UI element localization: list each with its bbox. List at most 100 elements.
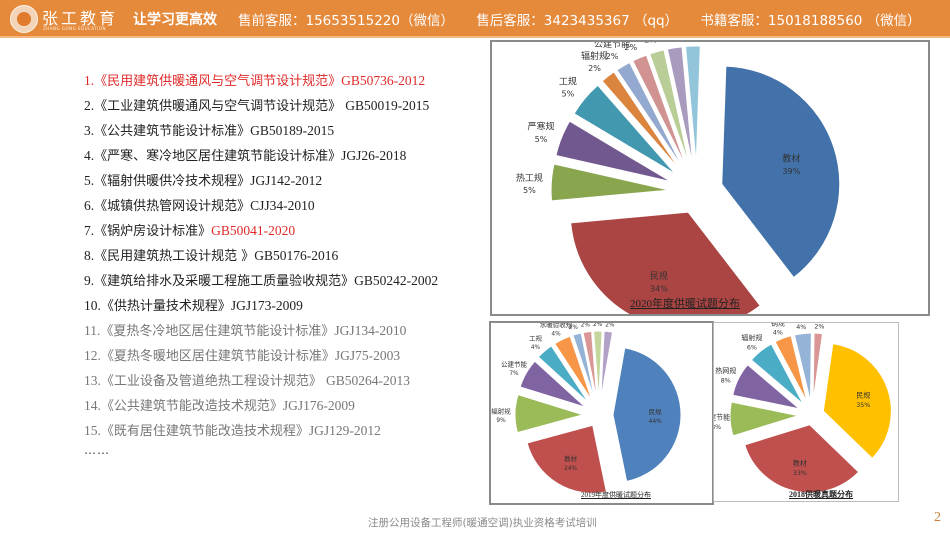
chart-title-2019: 2019年度供暖试题分布 bbox=[581, 491, 651, 499]
item-number: 8. bbox=[84, 248, 95, 263]
aftersale-contact: 售后客服：3423435367 （qq） bbox=[476, 13, 679, 29]
pie-slice bbox=[519, 360, 586, 408]
slice-percent: 2% bbox=[569, 325, 579, 331]
slice-percent: 8% bbox=[721, 377, 731, 384]
slice-label: 工规 bbox=[559, 76, 577, 87]
pie-slice bbox=[572, 332, 596, 400]
pie-slice bbox=[555, 120, 672, 183]
logo-emblem-icon bbox=[10, 5, 38, 33]
item-title: 《工业建筑供暖通风与空气调节设计规范》 bbox=[94, 99, 346, 114]
brand-logo[interactable]: 张工教育 ZHANG GONG EDUCATION bbox=[10, 5, 130, 33]
item-title: 《严寒、寒冷地区居住建筑节能设计标准》 bbox=[94, 149, 342, 164]
item-number: 2. bbox=[84, 98, 95, 113]
slice-percent: 2% bbox=[814, 324, 824, 331]
item-title: 《供热计量技术规程》 bbox=[100, 299, 231, 314]
pie-slice bbox=[750, 343, 804, 405]
item-code: JGJ26-2018 bbox=[341, 148, 407, 163]
slice-percent: 8% bbox=[714, 424, 721, 431]
pie-slice bbox=[822, 343, 892, 460]
slice-percent: 33% bbox=[793, 470, 807, 477]
item-code: JGJ176-2009 bbox=[282, 398, 355, 413]
item-code: GB50736-2012 bbox=[341, 73, 426, 88]
item-title: 《既有居住建筑节能改造技术规程》 bbox=[100, 424, 309, 439]
item-code: CJJ34-2010 bbox=[250, 198, 315, 213]
slice-label: 严寒规 bbox=[528, 121, 555, 133]
item-code: GB50242-2002 bbox=[354, 273, 439, 288]
pie-slice bbox=[729, 401, 799, 437]
standard-item: 6.《城镇供热管网设计规范》CJJ34-2010 bbox=[84, 197, 484, 222]
standards-list: 1.《民用建筑供暖通风与空气调节设计规范》GB50736-2012 2.《工业建筑… bbox=[84, 72, 484, 457]
pie-slice bbox=[600, 330, 614, 400]
footer-text: 注册公用设备工程师(暖通空调)执业资格考试培训 bbox=[368, 517, 597, 529]
item-code: JGJ134-2010 bbox=[334, 323, 407, 338]
pie-chart-2019: 民规44%教材24%辐射规9%公建节能7%工规4%水暖验收规4%热工规2%绝热规… bbox=[491, 310, 682, 494]
item-code: JGJ142-2012 bbox=[250, 173, 323, 188]
item-number: 9. bbox=[84, 273, 95, 288]
slice-label: 民规 bbox=[650, 271, 668, 282]
pie-slice bbox=[774, 335, 808, 403]
slice-percent: 2% bbox=[624, 42, 637, 52]
item-title: 《夏热冬冷地区居住建筑节能设计标准》 bbox=[100, 324, 335, 339]
item-code: GB50176-2016 bbox=[254, 248, 339, 263]
standard-item: 1.《民用建筑供暖通风与空气调节设计规范》GB50736-2012 bbox=[84, 72, 484, 97]
item-title: 《夏热冬暖地区居住建筑节能设计标准》 bbox=[100, 349, 335, 364]
pie-slice bbox=[666, 46, 694, 165]
slice-percent: 2% bbox=[605, 323, 615, 328]
item-title: 《民用建筑热工设计规范 》 bbox=[94, 249, 255, 264]
logo-name: 张工教育 bbox=[42, 9, 119, 28]
slice-label: 辐射规 bbox=[581, 50, 608, 62]
slice-percent: 39% bbox=[782, 166, 800, 176]
chart-title-2020: 2020年度供暖试题分布 bbox=[630, 298, 740, 310]
slice-percent: 35% bbox=[856, 402, 870, 409]
item-code: GB50264-2013 bbox=[326, 373, 411, 388]
standard-item: 9.《建筑给排水及采暖工程施工质量验收规范》GB50242-2002 bbox=[84, 272, 484, 297]
item-code: GB50041-2020 bbox=[211, 223, 296, 238]
contact-info: 售前客服：15653515220（微信） 售后客服：3423435367 （qq… bbox=[238, 9, 939, 29]
standard-item: 11.《夏热冬冷地区居住建筑节能设计标准》JGJ134-2010 bbox=[84, 322, 484, 347]
slice-percent: 4% bbox=[773, 330, 783, 337]
standard-item: 7.《锅炉房设计标准》GB50041-2020 bbox=[84, 222, 484, 247]
item-code: JGJ129-2012 bbox=[308, 423, 381, 438]
standard-item: 3.《公共建筑节能设计标准》GB50189-2015 bbox=[84, 122, 484, 147]
item-title: 《工业设备及管道绝热工程设计规范》 bbox=[100, 374, 327, 389]
pie-slice bbox=[582, 330, 598, 400]
slice-percent: 34% bbox=[650, 283, 668, 293]
slice-label: 工规 bbox=[529, 333, 543, 342]
slice-percent: 4% bbox=[531, 345, 541, 351]
item-number: 11. bbox=[84, 323, 101, 338]
slice-label: 民规 bbox=[856, 390, 870, 399]
slice-label: 辐射规 bbox=[741, 333, 762, 342]
slice-percent: 5% bbox=[562, 89, 575, 99]
standard-item: 12.《夏热冬暖地区居住建筑节能设计标准》JGJ75-2003 bbox=[84, 347, 484, 372]
item-number: 13. bbox=[84, 373, 101, 388]
slice-percent: 2% bbox=[588, 63, 601, 73]
slice-percent: 24% bbox=[564, 466, 577, 472]
item-number: 12. bbox=[84, 348, 101, 363]
slice-percent: 2% bbox=[606, 51, 619, 61]
pie-chart-2020: 教材39%民规34%热工规5%严寒规5%工规5%辐射规2%公建节能2%热网规2%… bbox=[516, 15, 841, 331]
item-number: 4. bbox=[84, 148, 95, 163]
slice-percent: 6% bbox=[747, 345, 757, 352]
chart-title-2018: 2018供暖真题分布 bbox=[789, 490, 853, 499]
standard-item: 13.《工业设备及管道绝热工程设计规范》 GB50264-2013 bbox=[84, 372, 484, 397]
pie-slice bbox=[573, 84, 676, 175]
item-number: 1. bbox=[84, 73, 95, 88]
pie-slice bbox=[649, 49, 690, 166]
standard-item: 2.《工业建筑供暖通风与空气调节设计规范》 GB50019-2015 bbox=[84, 97, 484, 122]
logo-subtitle: ZHANG GONG EDUCATION bbox=[43, 26, 106, 31]
slice-percent: 5% bbox=[523, 185, 536, 195]
item-title: 《锅炉房设计标准》 bbox=[94, 224, 212, 239]
standard-item: 4.《严寒、寒冷地区居住建筑节能设计标准》JGJ26-2018 bbox=[84, 147, 484, 172]
slice-percent: 4% bbox=[796, 324, 806, 331]
pie-slice bbox=[721, 65, 841, 279]
pie-slice bbox=[554, 335, 593, 401]
chart-2018: 民规35%教材33%公建节能8%热网规8%辐射规6%锅规4%热工规4%工规2% … bbox=[702, 312, 899, 502]
slice-percent: 9% bbox=[496, 418, 506, 424]
pie-slice bbox=[684, 45, 701, 165]
pie-slice bbox=[514, 393, 585, 434]
standard-item: 5.《辐射供暖供冷技术规程》JGJ142-2012 bbox=[84, 172, 484, 197]
slice-percent: 44% bbox=[649, 419, 662, 425]
pie-slice bbox=[732, 364, 800, 410]
slice-percent: 2% bbox=[644, 42, 657, 45]
